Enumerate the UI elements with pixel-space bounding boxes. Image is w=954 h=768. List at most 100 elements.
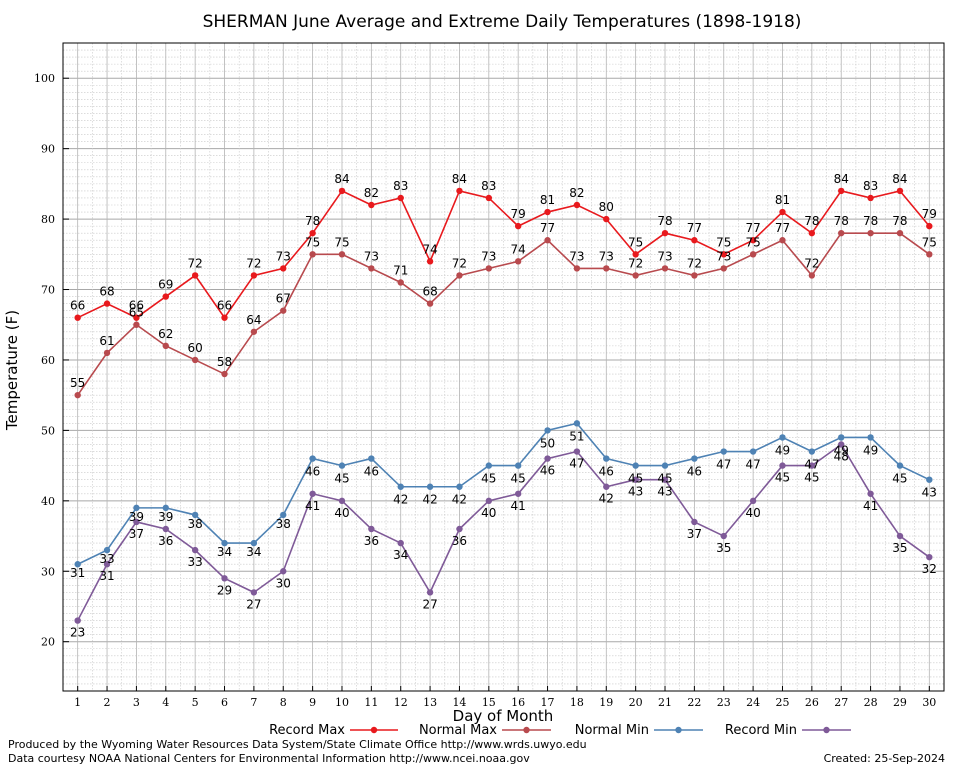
normal-max-data-label: 72 (804, 256, 819, 270)
normal-max-data-label: 67 (276, 292, 291, 306)
record-min-data-label: 40 (334, 506, 349, 520)
normal-max-point (368, 265, 375, 272)
record-max-data-label: 66 (70, 299, 85, 313)
record-max-point (133, 314, 140, 321)
normal-max-data-label: 78 (834, 214, 849, 228)
normal-min-data-label: 42 (393, 493, 408, 507)
record-min-point (456, 525, 463, 533)
x-tick-label: 12 (394, 696, 408, 709)
record-min-point (103, 561, 111, 568)
footer-credit-line: Produced by the Wyoming Water Resources … (8, 738, 587, 751)
record-min-data-label: 23 (70, 626, 85, 640)
normal-max-point (485, 265, 493, 272)
record-min-point (896, 532, 904, 540)
normal-min-data-label: 46 (364, 465, 379, 479)
normal-max-data-label: 73 (481, 249, 496, 263)
normal-max-data-label: 73 (716, 249, 731, 263)
normal-min-data-label: 34 (217, 545, 232, 559)
record-max-data-label: 72 (246, 256, 261, 270)
record-max-data-label: 69 (158, 278, 173, 292)
normal-min-point (691, 455, 698, 462)
normal-min-line (77, 422, 930, 565)
record-min-point (691, 518, 698, 526)
record-min-data-label: 33 (188, 555, 203, 569)
chart-title: SHERMAN June Average and Extreme Daily T… (203, 12, 802, 32)
x-tick-label: 4 (162, 696, 169, 709)
record-min-point (926, 553, 933, 561)
normal-min-data-label: 46 (687, 465, 702, 479)
record-min-data-label: 36 (452, 534, 467, 548)
normal-min-data-label: 45 (657, 472, 672, 486)
record-min-data-label: 31 (99, 569, 114, 583)
record-max-data-label: 68 (99, 285, 114, 299)
normal-max-point (280, 307, 287, 314)
record-max-data-label: 78 (657, 214, 672, 228)
x-tick-label: 6 (221, 696, 228, 709)
record-max-data-label: 83 (393, 179, 408, 193)
record-max-data-label: 73 (276, 249, 291, 263)
record-max-data-label: 80 (599, 200, 614, 214)
record-max-data-label: 66 (217, 299, 232, 313)
normal-max-point (74, 391, 81, 399)
record-max-data-label: 79 (511, 207, 526, 221)
record-min-point (338, 497, 346, 505)
normal-max-point (514, 258, 522, 265)
record-max-point (338, 187, 346, 195)
record-max-data-label: 81 (540, 193, 555, 207)
normal-min-point (896, 462, 904, 469)
legend-label-record-max: Record Max (269, 723, 345, 738)
record-min-point (838, 441, 845, 448)
normal-min-point (720, 448, 727, 455)
record-max-point (368, 201, 375, 209)
record-max-point (926, 222, 933, 230)
normal-min-data-label: 49 (775, 443, 790, 457)
record-max-point (397, 194, 404, 202)
record-min-data-label: 29 (217, 583, 232, 597)
record-min-point (485, 497, 493, 505)
normal-min-point (103, 546, 111, 554)
normal-min-point (280, 511, 287, 519)
normal-max-point (309, 251, 316, 258)
normal-max-data-label: 78 (863, 214, 878, 228)
record-max-data-label: 82 (364, 186, 379, 200)
x-tick-label: 11 (364, 696, 378, 709)
record-min-data-label: 45 (804, 471, 819, 485)
record-min-data-label: 47 (569, 457, 584, 471)
normal-min-point (573, 420, 581, 427)
record-min-data-label: 34 (393, 548, 408, 562)
normal-max-point (191, 356, 199, 364)
x-tick-label: 8 (280, 696, 287, 709)
record-max-data-label: 79 (922, 207, 937, 221)
legend-marker-normal-max (523, 726, 530, 734)
record-min-data-label: 41 (305, 499, 320, 513)
normal-min-data-label: 33 (99, 552, 114, 566)
normal-min-data-label: 39 (158, 510, 173, 524)
record-max-point (661, 229, 669, 237)
normal-min-point (926, 476, 933, 483)
normal-min-point (749, 448, 757, 455)
record-min-point (573, 448, 581, 455)
record-min-data-label: 37 (687, 527, 702, 541)
record-min-data-label: 41 (511, 499, 526, 513)
x-axis-label: Day of Month (453, 707, 554, 725)
normal-min-point (338, 462, 346, 469)
record-max-point (74, 314, 81, 321)
normal-max-data-label: 73 (599, 249, 614, 263)
legend-label-record-min: Record Min (725, 723, 797, 738)
normal-min-data-label: 50 (540, 436, 555, 450)
y-tick-label: 60 (41, 354, 55, 367)
normal-min-point (603, 455, 610, 462)
record-max-point (162, 293, 169, 300)
x-tick-label: 7 (250, 696, 257, 709)
x-tick-label: 10 (335, 696, 349, 709)
normal-min-point (485, 462, 493, 469)
x-tick-label: 2 (104, 696, 111, 709)
normal-max-point (926, 251, 933, 258)
normal-max-point (338, 251, 346, 258)
record-max-point (867, 194, 874, 202)
normal-max-data-label: 74 (511, 242, 526, 256)
record-max-point (749, 237, 757, 244)
normal-min-data-label: 39 (129, 510, 144, 524)
record-min-data-label: 48 (834, 449, 849, 463)
record-max-point (691, 237, 698, 244)
